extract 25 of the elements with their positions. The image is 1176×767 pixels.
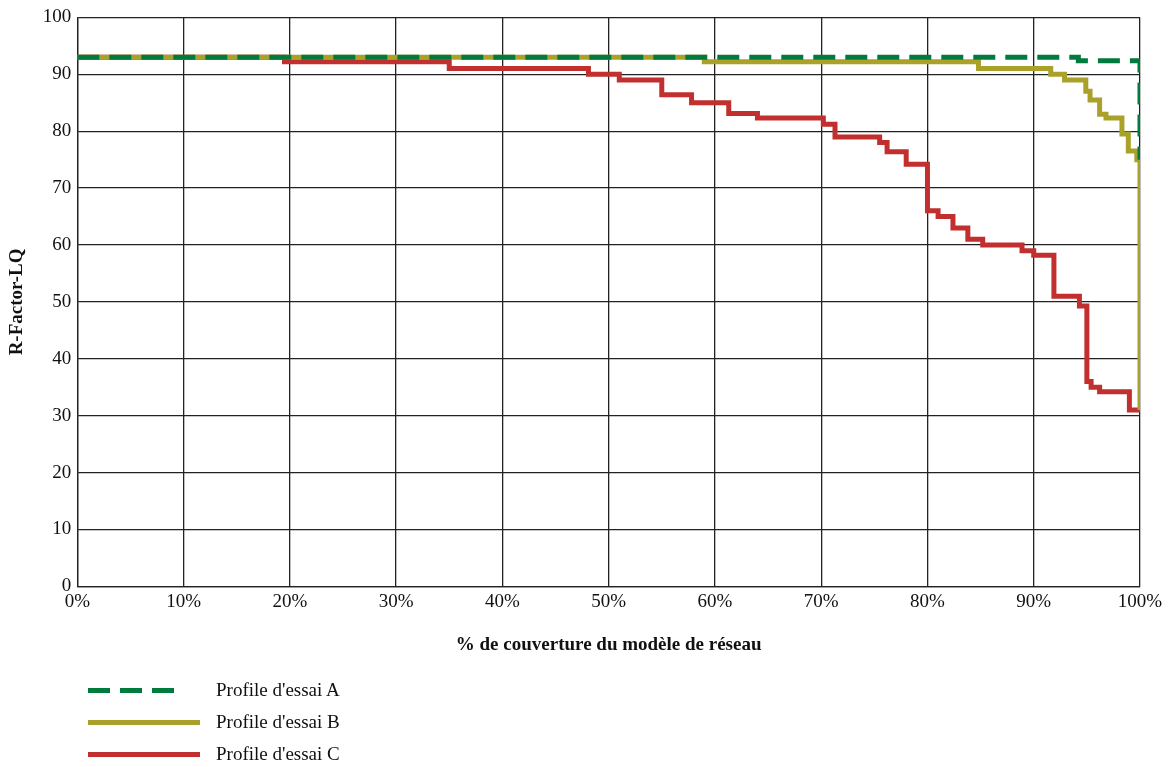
y-tick-label: 20 [52, 460, 72, 482]
y-tick-label: 50 [52, 289, 72, 311]
x-axis-title: % de couverture du modèle de réseau [455, 632, 762, 654]
y-tick-label: 100 [42, 5, 72, 27]
x-tick-label: 30% [378, 589, 414, 611]
x-tick-label: 10% [166, 589, 202, 611]
x-tick-label: 20% [272, 589, 308, 611]
x-tick-label: 100% [1117, 589, 1163, 611]
legend-label: Profile d'essai A [216, 679, 340, 701]
x-tick-label: 70% [803, 589, 839, 611]
x-tick-label: 50% [591, 589, 627, 611]
y-tick-label: 70 [52, 176, 72, 198]
y-tick-label: 90 [52, 62, 72, 84]
legend-label: Profile d'essai C [216, 743, 340, 765]
x-tick-label: 90% [1016, 589, 1052, 611]
x-tick-label: 40% [484, 589, 520, 611]
y-tick-label: 10 [52, 517, 72, 539]
y-tick-label: 40 [52, 346, 72, 368]
y-tick-label: 80 [52, 119, 72, 141]
x-tick-label: 80% [910, 589, 946, 611]
legend-label: Profile d'essai B [216, 711, 340, 733]
y-tick-label: 30 [52, 403, 72, 425]
y-axis-title: R-Factor-LQ [5, 248, 27, 356]
x-tick-label: 60% [697, 589, 733, 611]
y-tick-label: 60 [52, 232, 72, 254]
